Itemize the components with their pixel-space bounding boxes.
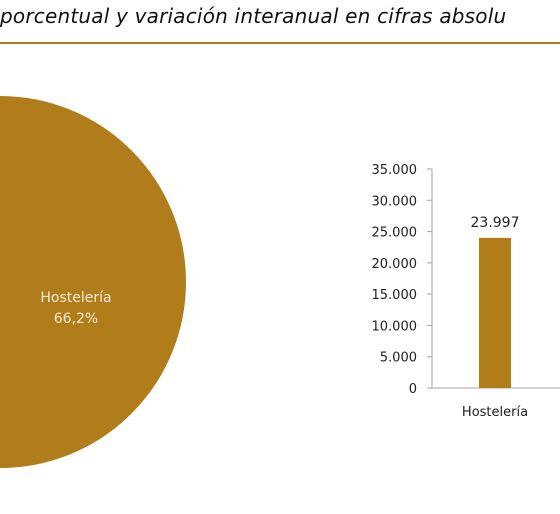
- bar-value-label: 23.997: [471, 215, 520, 231]
- pie-chart: Hostelería 66,2%: [0, 94, 188, 470]
- y-tick-label: 5.000: [380, 351, 417, 366]
- pie-slice-label: Hostelería: [40, 290, 111, 306]
- chart-title: porcentual y variación interanual en cif…: [0, 4, 507, 28]
- y-tick-label: 20.000: [372, 257, 418, 272]
- bar-chart: 0 5.000 10.000 15.000 20.000 25.000 30.000 35.0…: [372, 163, 560, 420]
- y-tick-label: 35.000: [372, 163, 418, 178]
- x-category-label: Hostelería: [462, 405, 528, 420]
- y-tick-label: 15.000: [372, 288, 418, 303]
- pie-slice-value-label: 66,2%: [54, 311, 98, 327]
- y-tick-label: 0: [409, 382, 417, 397]
- y-tick-label: 30.000: [372, 194, 418, 209]
- title-underline: [0, 42, 560, 44]
- pie-slice-hosteleria: [0, 94, 188, 470]
- y-tick-label: 10.000: [372, 319, 418, 334]
- bar-hosteleria: [479, 237, 511, 388]
- y-tick-label: 25.000: [372, 226, 418, 241]
